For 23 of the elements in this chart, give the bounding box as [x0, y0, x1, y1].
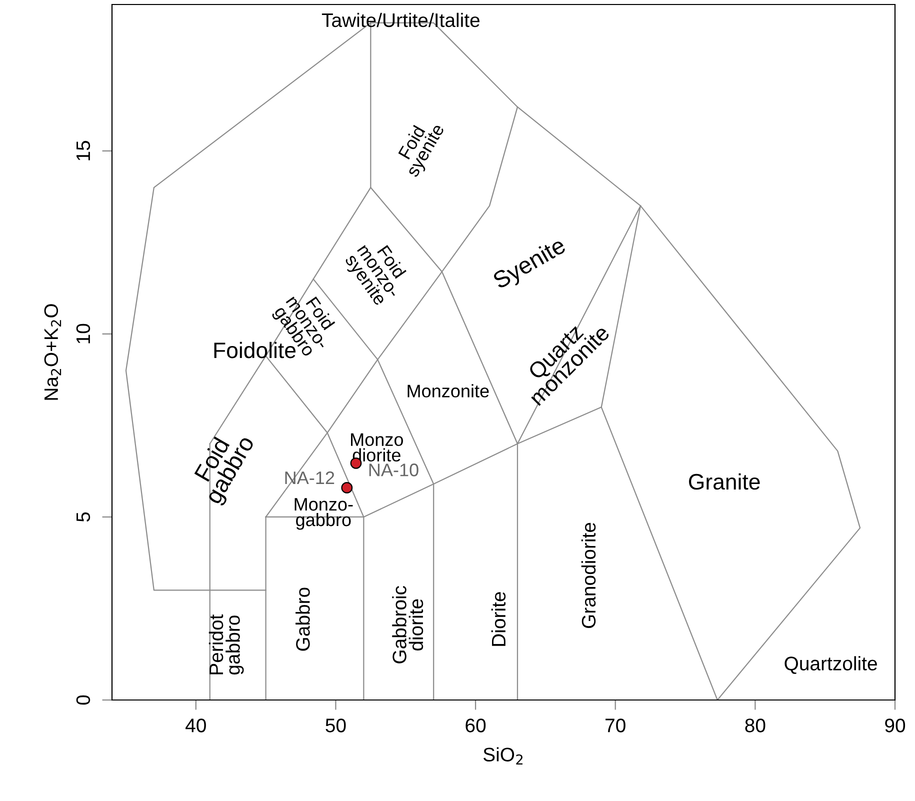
- annotation: Granite: [688, 473, 760, 490]
- x-tick-label: 80: [745, 718, 766, 732]
- annotation: Gabbroic diorite: [392, 586, 424, 664]
- y-tick-label: 15: [76, 140, 90, 160]
- annotation: Gabbro: [296, 588, 310, 651]
- annotation: Monzonite: [408, 384, 489, 398]
- annotation: Peridot gabbro: [208, 614, 244, 675]
- y-axis-title: Na$_{2}$O+K$_{2}$O: [44, 304, 62, 400]
- annotation: Tawite/Urtite/Italite: [322, 12, 480, 28]
- annotation: Diorite: [491, 592, 506, 646]
- y-tick-label: 10: [76, 324, 90, 344]
- x-axis-title: SiO$_{2}$: [483, 747, 522, 764]
- annotation: Granodiorite: [581, 522, 596, 628]
- annotation: NA-10: [369, 464, 418, 476]
- x-tick-label: 40: [186, 718, 206, 732]
- y-tick-label: 0: [76, 695, 90, 705]
- x-tick-label: 70: [606, 718, 626, 732]
- x-tick-label: 60: [466, 718, 486, 732]
- annotation: Quartzolite: [784, 656, 877, 674]
- y-tick-label: 5: [76, 512, 90, 522]
- x-tick-label: 50: [326, 718, 346, 732]
- x-tick-label: 90: [885, 718, 906, 732]
- annotation: Monzo- gabbro: [294, 498, 353, 530]
